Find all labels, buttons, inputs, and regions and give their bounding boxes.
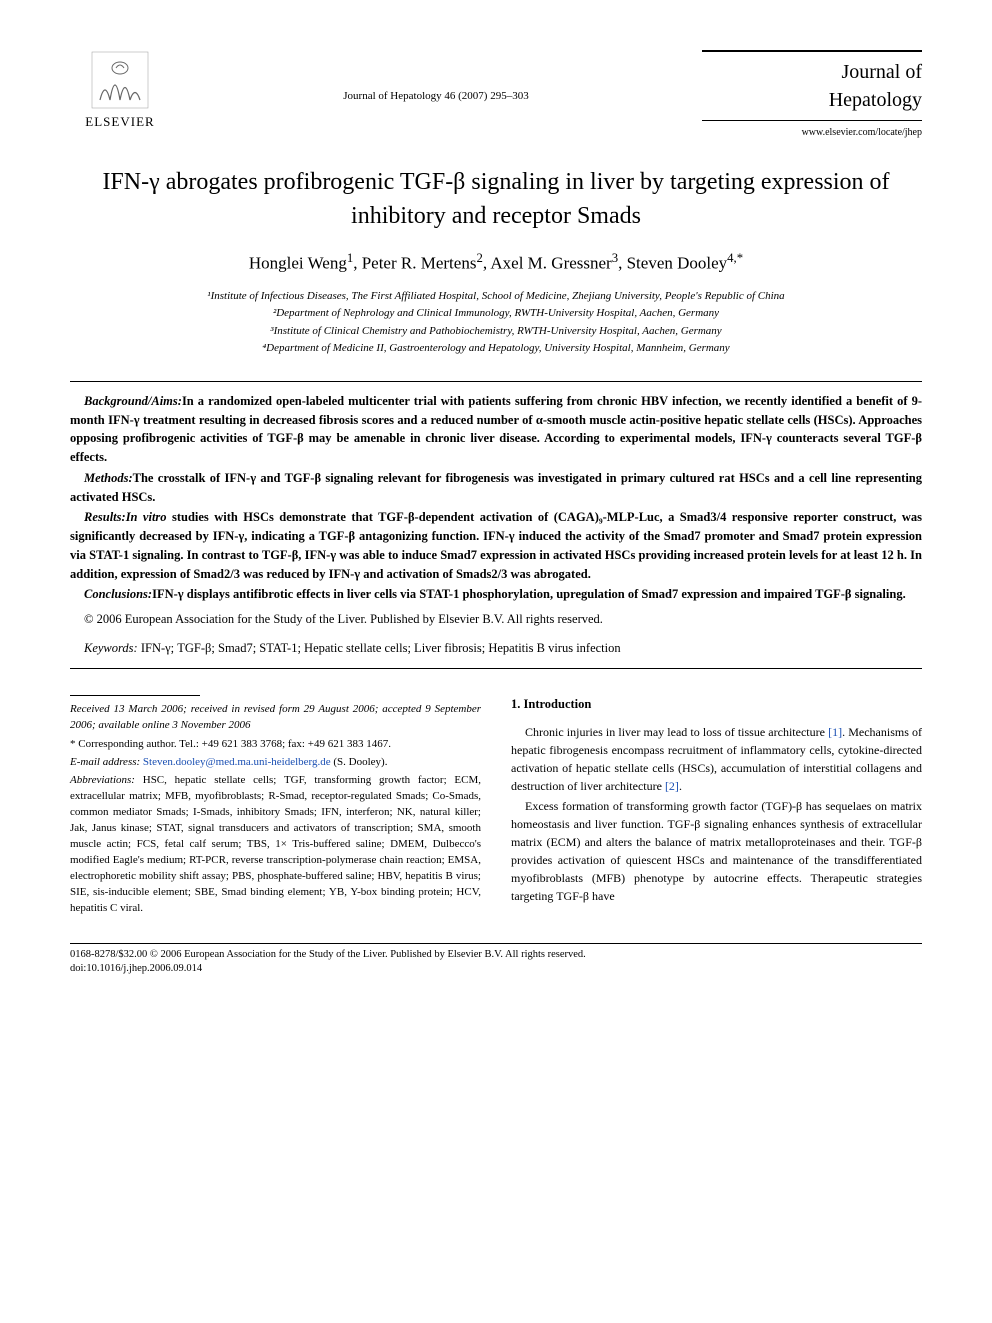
- authors-list: Honglei Weng1, Peter R. Mertens2, Axel M…: [70, 251, 922, 274]
- abs-label-methods: Methods:: [84, 471, 133, 485]
- keywords-text: IFN-γ; TGF-β; Smad7; STAT-1; Hepatic ste…: [138, 641, 621, 655]
- para1-end: .: [679, 779, 682, 793]
- footer-doi: doi:10.1016/j.jhep.2006.09.014: [70, 962, 922, 977]
- ref-link-1[interactable]: [1]: [828, 725, 842, 739]
- page-header: ELSEVIER Journal of Hepatology 46 (2007)…: [70, 50, 922, 138]
- abstract-block: Background/Aims:In a randomized open-lab…: [70, 392, 922, 658]
- keywords-label: Keywords:: [84, 641, 138, 655]
- two-column-body: Received 13 March 2006; received in revi…: [70, 695, 922, 919]
- affiliations-list: ¹Institute of Infectious Diseases, The F…: [70, 288, 922, 357]
- abstract-results: Results:In vitro studies with HSCs demon…: [70, 508, 922, 583]
- journal-title-line1: Journal of: [702, 58, 922, 86]
- para1-pre: Chronic injuries in liver may lead to lo…: [525, 725, 828, 739]
- email-link[interactable]: Steven.dooley@med.ma.uni-heidelberg.de: [143, 756, 331, 768]
- abstract-copyright: © 2006 European Association for the Stud…: [70, 610, 922, 629]
- affiliation: ⁴Department of Medicine II, Gastroentero…: [70, 340, 922, 357]
- abstract-methods: Methods:The crosstalk of IFN-γ and TGF-β…: [70, 469, 922, 507]
- abs-methods-text: The crosstalk of IFN-γ and TGF-β signali…: [70, 471, 922, 504]
- received-dates: Received 13 March 2006; received in revi…: [70, 702, 481, 734]
- abbrev-label: Abbreviations:: [70, 774, 135, 786]
- right-column: 1. Introduction Chronic injuries in live…: [511, 695, 922, 919]
- abstract-bottom-rule: [70, 668, 922, 669]
- abs-label-conclusions: Conclusions:: [84, 587, 152, 601]
- abs-conclusions-text: IFN-γ displays antifibrotic effects in l…: [152, 587, 906, 601]
- journal-title: Journal of Hepatology: [702, 50, 922, 121]
- abstract-top-rule: [70, 381, 922, 382]
- affiliation: ²Department of Nephrology and Clinical I…: [70, 305, 922, 322]
- left-column: Received 13 March 2006; received in revi…: [70, 695, 481, 919]
- section-heading-intro: 1. Introduction: [511, 695, 922, 714]
- elsevier-logo: [90, 50, 150, 110]
- abs-label-results: Results:: [84, 510, 126, 524]
- intro-para-2: Excess formation of transforming growth …: [511, 797, 922, 905]
- affiliation: ³Institute of Clinical Chemistry and Pat…: [70, 323, 922, 340]
- abstract-conclusions: Conclusions:IFN-γ displays antifibrotic …: [70, 585, 922, 604]
- abbrev-text: HSC, hepatic stellate cells; TGF, transf…: [70, 774, 481, 914]
- journal-title-line2: Hepatology: [702, 86, 922, 114]
- intro-para-1: Chronic injuries in liver may lead to lo…: [511, 723, 922, 795]
- email-line: E-mail address: Steven.dooley@med.ma.uni…: [70, 755, 481, 771]
- email-label: E-mail address:: [70, 756, 140, 768]
- keywords-line: Keywords: IFN-γ; TGF-β; Smad7; STAT-1; H…: [70, 639, 922, 658]
- abbreviations: Abbreviations: HSC, hepatic stellate cel…: [70, 773, 481, 916]
- abs-background-text: In a randomized open-labeled multicenter…: [70, 394, 922, 464]
- article-title: IFN-γ abrogates profibrogenic TGF-β sign…: [70, 166, 922, 233]
- ref-link-2[interactable]: [2]: [665, 779, 679, 793]
- publisher-name: ELSEVIER: [85, 114, 154, 130]
- journal-url: www.elsevier.com/locate/jhep: [702, 127, 922, 138]
- publisher-block: ELSEVIER: [70, 50, 170, 130]
- corresponding-author: * Corresponding author. Tel.: +49 621 38…: [70, 737, 481, 753]
- footnote-rule: [70, 695, 200, 696]
- footnote-block: Received 13 March 2006; received in revi…: [70, 702, 481, 917]
- page-footer: 0168-8278/$32.00 © 2006 European Associa…: [70, 943, 922, 977]
- journal-block: Journal of Hepatology www.elsevier.com/l…: [702, 50, 922, 138]
- abstract-background: Background/Aims:In a randomized open-lab…: [70, 392, 922, 467]
- affiliation: ¹Institute of Infectious Diseases, The F…: [70, 288, 922, 305]
- abs-results-text: studies with HSCs demonstrate that TGF-β…: [70, 510, 922, 580]
- citation-text: Journal of Hepatology 46 (2007) 295–303: [170, 50, 702, 102]
- footer-copyright: 0168-8278/$32.00 © 2006 European Associa…: [70, 948, 922, 963]
- abs-label-background: Background/Aims:: [84, 394, 182, 408]
- email-suffix: (S. Dooley).: [331, 756, 388, 768]
